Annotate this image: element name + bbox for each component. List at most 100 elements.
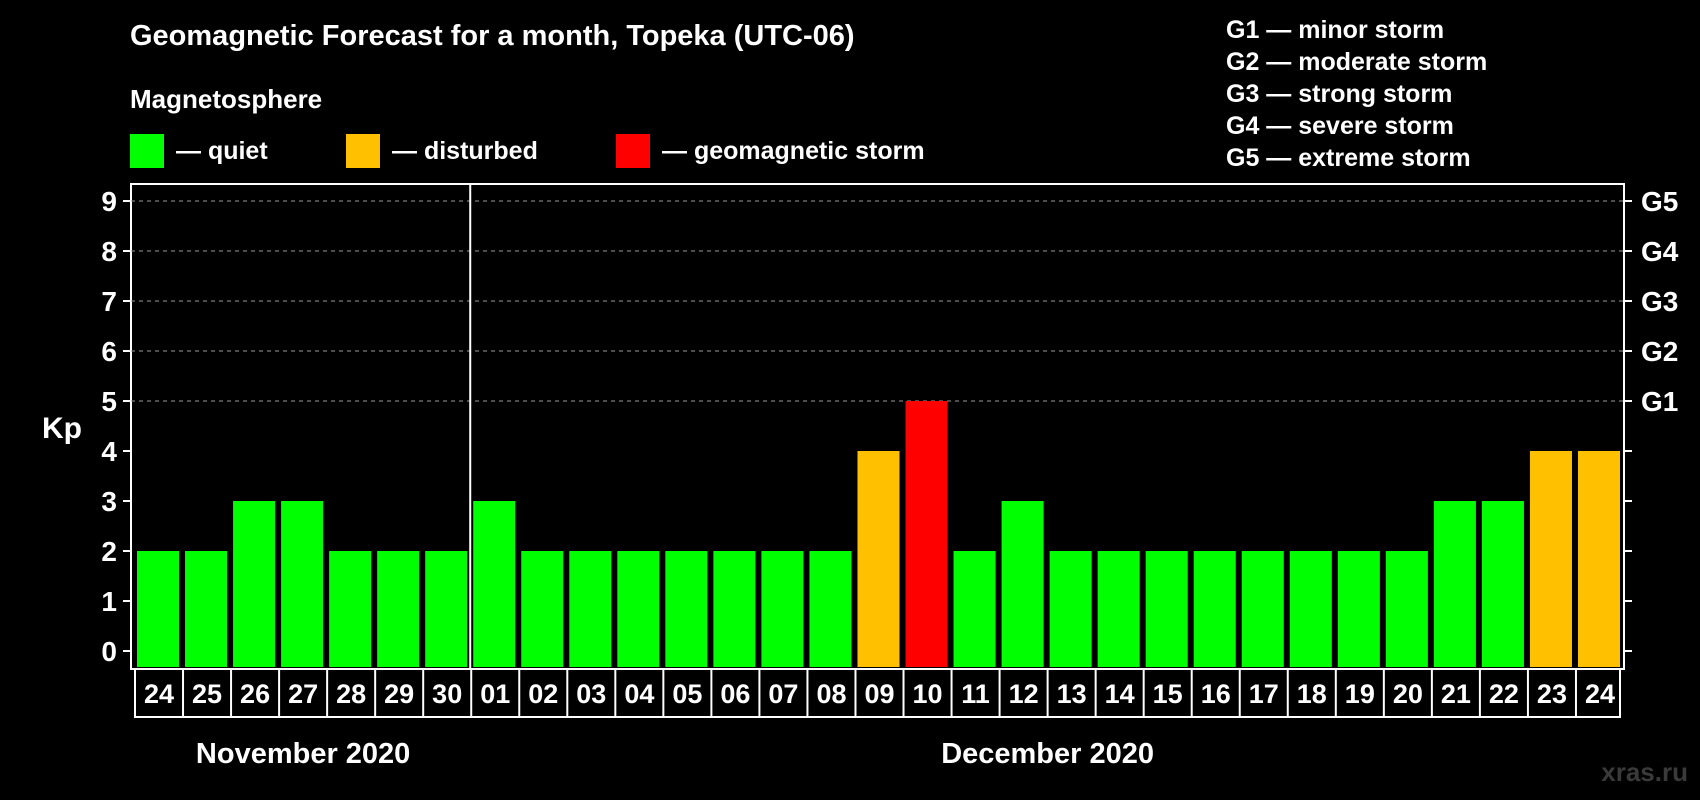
y-tick-label: 7	[101, 286, 117, 317]
kp-bar	[1529, 451, 1572, 667]
legend-swatch-quiet	[130, 134, 164, 168]
date-label: 15	[1153, 679, 1183, 709]
date-label: 24	[144, 679, 174, 709]
y-tick-label: 8	[101, 236, 117, 267]
date-strip	[134, 668, 1621, 718]
kp-bar	[713, 551, 756, 667]
kp-bar	[1241, 551, 1284, 667]
storm-level-g5: G5 — extreme storm	[1226, 144, 1471, 172]
date-label: 09	[864, 679, 894, 709]
date-label: 13	[1057, 679, 1087, 709]
y-tick-label: 4	[101, 436, 117, 467]
y-tick-label: 6	[101, 336, 117, 367]
legend-title: Magnetosphere	[130, 84, 323, 114]
storm-level-g2: G2 — moderate storm	[1226, 48, 1488, 76]
date-label: 16	[1201, 679, 1231, 709]
watermark: xras.ru	[1601, 757, 1688, 787]
kp-bar	[1049, 551, 1092, 667]
kp-bar	[1433, 501, 1476, 667]
y-tick-label: 0	[101, 636, 117, 667]
date-label: 29	[384, 679, 414, 709]
legend-item-disturbed: — disturbed	[346, 134, 538, 168]
date-label: 30	[432, 679, 462, 709]
kp-bar	[665, 551, 708, 667]
legend-swatch-storm	[616, 134, 650, 168]
kp-bar	[1385, 551, 1428, 667]
legend-item-quiet: — quiet	[130, 134, 268, 168]
storm-level-tick-label: G4	[1641, 236, 1679, 267]
date-label: 25	[192, 679, 222, 709]
date-label: 08	[816, 679, 846, 709]
kp-bar	[569, 551, 612, 667]
storm-level-g4: G4 — severe storm	[1226, 112, 1454, 140]
storm-level-g3: G3 — strong storm	[1226, 80, 1453, 108]
storm-level-tick-label: G1	[1641, 386, 1678, 417]
y-tick-label: 3	[101, 486, 117, 517]
storm-level-tick-label: G3	[1641, 286, 1678, 317]
kp-bar	[137, 551, 180, 667]
kp-bar	[281, 501, 324, 667]
date-label: 21	[1441, 679, 1471, 709]
kp-bar	[425, 551, 468, 667]
legend-label-quiet: — quiet	[176, 136, 268, 165]
legend-label-storm: — geomagnetic storm	[662, 136, 925, 165]
date-label: 03	[576, 679, 606, 709]
date-label: 04	[624, 679, 654, 709]
date-label: 01	[480, 679, 510, 709]
date-label: 11	[961, 679, 990, 709]
kp-bar	[761, 551, 804, 667]
kp-bar	[329, 551, 372, 667]
date-label: 02	[528, 679, 558, 709]
kp-bar	[1193, 551, 1236, 667]
date-label: 10	[913, 679, 943, 709]
storm-level-tick-label: G5	[1641, 186, 1678, 217]
legend-swatch-disturbed	[346, 134, 380, 168]
kp-bar	[1097, 551, 1140, 667]
storm-level-list: G1 — minor storm G2 — moderate storm G3 …	[1226, 14, 1487, 174]
legend-label-disturbed: — disturbed	[392, 136, 538, 165]
legend-item-storm: — geomagnetic storm	[616, 134, 925, 168]
date-label: 23	[1537, 679, 1567, 709]
y-tick-label: 2	[101, 536, 117, 567]
month-label-december: December 2020	[941, 738, 1154, 770]
kp-bar	[617, 551, 660, 667]
date-label: 14	[1105, 679, 1135, 709]
month-label-november: November 2020	[196, 738, 410, 770]
date-label: 07	[768, 679, 798, 709]
kp-bar	[809, 551, 852, 667]
kp-bar	[377, 551, 420, 667]
date-label: 06	[720, 679, 750, 709]
date-label: 24	[1585, 679, 1615, 709]
kp-bar	[473, 501, 516, 667]
y-tick-label: 5	[101, 386, 117, 417]
kp-bar	[953, 551, 996, 667]
date-label: 27	[288, 679, 318, 709]
date-label: 17	[1249, 679, 1279, 709]
kp-bar	[857, 451, 900, 667]
date-label: 20	[1393, 679, 1423, 709]
kp-bar	[1001, 501, 1044, 667]
date-label: 26	[240, 679, 270, 709]
kp-bar	[1289, 551, 1332, 667]
chart-title: Geomagnetic Forecast for a month, Topeka…	[130, 20, 855, 52]
kp-bar	[185, 551, 228, 667]
y-tick-label: 9	[101, 186, 117, 217]
y-axis-label: Kp	[42, 412, 82, 445]
date-label: 12	[1009, 679, 1039, 709]
storm-level-g1: G1 — minor storm	[1226, 16, 1445, 44]
date-label: 18	[1297, 679, 1327, 709]
kp-bar	[521, 551, 564, 667]
kp-bar	[233, 501, 276, 667]
kp-bar	[1145, 551, 1188, 667]
kp-bar	[1481, 501, 1524, 667]
date-label: 28	[336, 679, 366, 709]
y-tick-label: 1	[101, 586, 117, 617]
date-label: 22	[1489, 679, 1519, 709]
storm-level-tick-label: G2	[1641, 336, 1678, 367]
date-label: 19	[1345, 679, 1375, 709]
kp-bar	[905, 401, 948, 667]
date-label: 05	[672, 679, 702, 709]
kp-bar	[1337, 551, 1380, 667]
kp-bar	[1577, 451, 1620, 667]
